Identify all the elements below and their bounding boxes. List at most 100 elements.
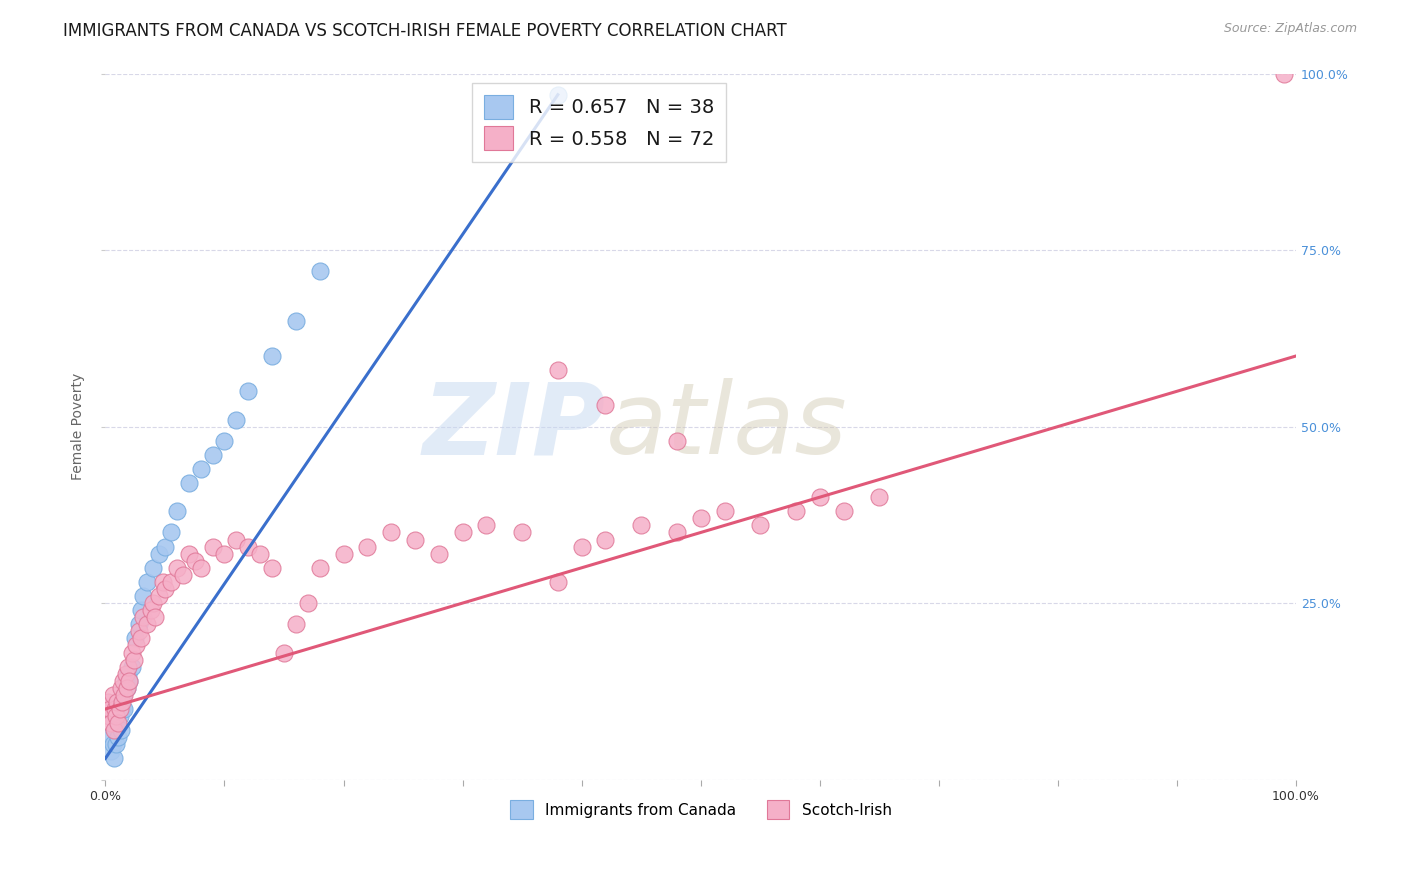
Point (111, 702, 134, 716)
Point (100, 716, 122, 731)
Point (190, 561, 212, 575)
Y-axis label: Female Poverty: Female Poverty (72, 373, 86, 480)
Point (153, 582, 176, 596)
Point (121, 659, 143, 673)
Point (129, 632, 152, 646)
Point (172, 567, 194, 582)
Point (114, 666, 136, 681)
Point (475, 518, 498, 533)
Point (129, 603, 152, 617)
Point (153, 540, 176, 554)
Point (105, 716, 128, 731)
Point (107, 731, 129, 745)
Point (832, 504, 855, 518)
Point (214, 547, 236, 561)
Point (547, 87, 569, 102)
Point (110, 681, 132, 695)
Point (868, 490, 890, 504)
Point (665, 434, 688, 448)
Point (571, 540, 593, 554)
Point (148, 589, 170, 603)
Point (427, 547, 450, 561)
Point (97, 731, 120, 745)
Point (225, 533, 247, 547)
Point (451, 525, 474, 540)
Point (1272, 66, 1295, 80)
Point (308, 264, 330, 278)
Point (117, 666, 139, 681)
Point (117, 659, 139, 673)
Point (214, 434, 236, 448)
Point (166, 561, 188, 575)
Point (160, 574, 183, 589)
Point (297, 596, 319, 610)
Point (97, 695, 120, 709)
Point (177, 476, 200, 491)
Point (145, 610, 167, 624)
Point (595, 533, 617, 547)
Point (262, 561, 284, 575)
Point (238, 540, 260, 554)
Point (105, 709, 128, 723)
Point (98, 702, 121, 716)
Point (132, 589, 155, 603)
Point (284, 617, 307, 632)
Point (148, 547, 170, 561)
Point (136, 574, 159, 589)
Point (105, 737, 128, 751)
Point (104, 702, 127, 716)
Point (124, 632, 146, 646)
Point (103, 723, 125, 738)
Point (101, 688, 124, 702)
Point (201, 540, 224, 554)
Point (111, 695, 134, 709)
Point (100, 744, 122, 758)
Point (112, 673, 135, 688)
Point (108, 702, 131, 716)
Point (136, 617, 159, 632)
Point (547, 574, 569, 589)
Point (238, 384, 260, 399)
Point (152, 574, 174, 589)
Point (128, 624, 150, 639)
Point (118, 673, 141, 688)
Point (112, 702, 135, 716)
Point (122, 652, 145, 666)
Point (177, 547, 200, 561)
Point (103, 751, 125, 765)
Point (121, 646, 143, 660)
Point (104, 723, 127, 738)
Point (630, 518, 652, 533)
Point (97, 709, 120, 723)
Point (142, 561, 165, 575)
Point (112, 688, 135, 702)
Point (108, 709, 131, 723)
Point (132, 610, 155, 624)
Point (160, 525, 183, 540)
Point (115, 681, 138, 695)
Point (404, 533, 426, 547)
Point (380, 525, 402, 540)
Point (115, 681, 138, 695)
Point (808, 490, 831, 504)
Point (262, 349, 284, 363)
Point (183, 554, 205, 568)
Legend: Immigrants from Canada, Scotch-Irish: Immigrants from Canada, Scotch-Irish (503, 794, 898, 825)
Point (105, 695, 128, 709)
Point (118, 673, 141, 688)
Text: atlas: atlas (606, 378, 846, 475)
Point (595, 398, 617, 412)
Point (114, 673, 136, 688)
Point (713, 504, 735, 518)
Text: ZIP: ZIP (422, 378, 606, 475)
Text: IMMIGRANTS FROM CANADA VS SCOTCH-IRISH FEMALE POVERTY CORRELATION CHART: IMMIGRANTS FROM CANADA VS SCOTCH-IRISH F… (63, 22, 787, 40)
Point (110, 723, 132, 738)
Point (510, 525, 533, 540)
Text: Source: ZipAtlas.com: Source: ZipAtlas.com (1223, 22, 1357, 36)
Point (547, 363, 569, 377)
Point (201, 448, 224, 462)
Point (190, 462, 212, 476)
Point (112, 688, 135, 702)
Point (139, 603, 162, 617)
Point (665, 525, 688, 540)
